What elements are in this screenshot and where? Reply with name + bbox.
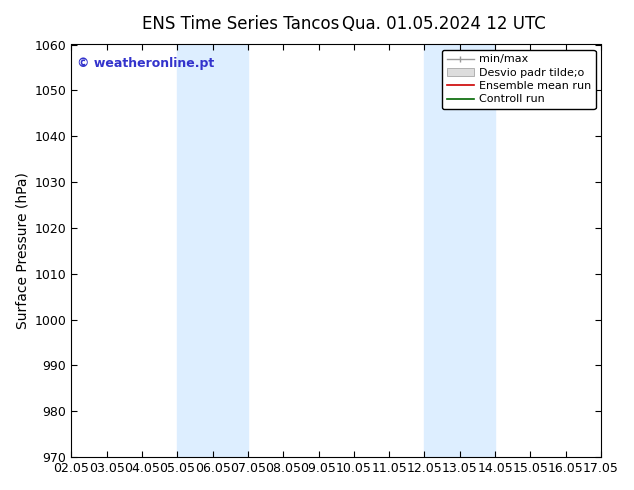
Bar xyxy=(178,45,248,457)
Text: ENS Time Series Tancos: ENS Time Series Tancos xyxy=(142,15,340,33)
Legend: min/max, Desvio padr tilde;o, Ensemble mean run, Controll run: min/max, Desvio padr tilde;o, Ensemble m… xyxy=(442,50,595,109)
Text: Qua. 01.05.2024 12 UTC: Qua. 01.05.2024 12 UTC xyxy=(342,15,546,33)
Text: © weatheronline.pt: © weatheronline.pt xyxy=(77,57,214,70)
Y-axis label: Surface Pressure (hPa): Surface Pressure (hPa) xyxy=(15,172,29,329)
Bar xyxy=(425,45,495,457)
